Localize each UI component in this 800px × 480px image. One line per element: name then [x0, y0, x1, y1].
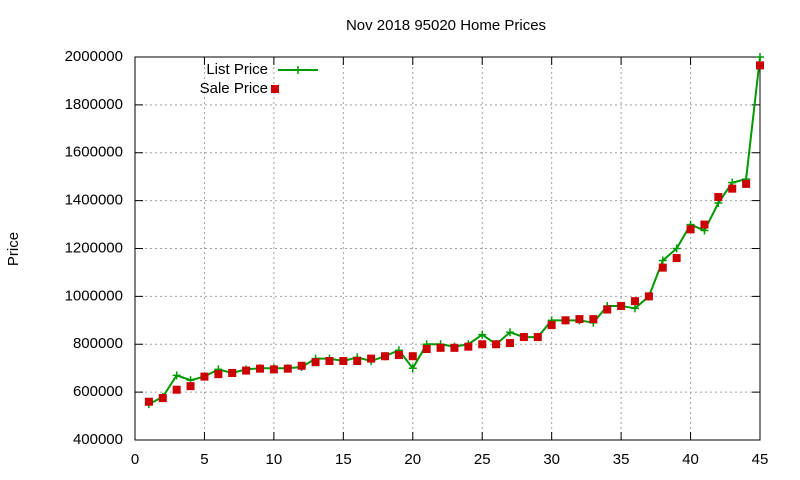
data-point [450, 343, 459, 352]
y-tick-label: 1400000 [65, 192, 123, 209]
data-point [311, 358, 320, 367]
data-point [658, 256, 667, 265]
data-point [242, 366, 251, 375]
x-tick-label: 25 [474, 451, 491, 468]
data-point [714, 193, 723, 202]
legend-label: List Price [206, 61, 268, 78]
data-point [436, 343, 445, 352]
x-tick-label: 35 [613, 451, 630, 468]
data-point [631, 304, 639, 313]
x-tick-label: 15 [335, 451, 352, 468]
data-point [228, 368, 237, 377]
data-point [408, 364, 417, 373]
x-tick-label: 0 [131, 451, 139, 468]
plot-border [134, 56, 761, 441]
data-point [200, 372, 209, 381]
y-tick-label: 600000 [73, 383, 123, 400]
data-point [742, 179, 751, 188]
legend-marker [271, 85, 279, 93]
data-point [756, 53, 764, 61]
data-point [325, 357, 334, 366]
data-point [297, 361, 306, 370]
data-point [367, 354, 376, 363]
data-point [158, 394, 167, 403]
x-tick-label: 10 [266, 451, 283, 468]
data-point [269, 365, 278, 374]
y-tick-label: 1200000 [65, 239, 123, 256]
x-tick-label: 40 [682, 451, 699, 468]
data-point [408, 352, 417, 361]
legend-label: Sale Price [200, 80, 268, 97]
data-point [492, 340, 501, 349]
x-tick-label: 20 [404, 451, 421, 468]
data-point [478, 340, 487, 349]
chart-title: Nov 2018 95020 Home Prices [346, 17, 546, 34]
data-point [506, 339, 514, 348]
data-point [464, 342, 473, 351]
data-point [339, 357, 348, 366]
data-point [172, 371, 181, 380]
x-tick-label: 30 [543, 451, 560, 468]
data-point [700, 220, 709, 229]
data-point [256, 364, 264, 373]
data-point [214, 370, 223, 379]
data-point [672, 244, 681, 253]
data-point [172, 385, 181, 394]
series-line [148, 56, 761, 405]
data-point [561, 316, 570, 325]
data-point [506, 328, 514, 337]
data-point [589, 315, 598, 324]
data-point [631, 297, 639, 306]
data-point [422, 345, 431, 354]
legend-marker [294, 66, 302, 74]
y-tick-label: 1000000 [65, 287, 123, 304]
data-point [144, 397, 153, 406]
data-point [547, 321, 556, 330]
y-axis-label: Price [5, 232, 22, 266]
y-tick-label: 400000 [73, 431, 123, 448]
data-point [728, 184, 737, 193]
data-point [756, 61, 764, 70]
data-point [478, 330, 487, 339]
data-point [394, 351, 403, 360]
data-point [644, 292, 653, 301]
x-tick-label: 45 [752, 451, 769, 468]
y-tick-label: 1800000 [65, 96, 123, 113]
data-point [575, 315, 584, 324]
data-point [658, 263, 667, 272]
y-tick-label: 2000000 [65, 48, 123, 65]
data-point [617, 301, 626, 310]
x-tick-label: 5 [200, 451, 208, 468]
data-point [353, 357, 362, 366]
data-point [519, 333, 528, 342]
data-point [686, 225, 695, 234]
data-point [603, 305, 612, 314]
data-point [533, 333, 542, 342]
y-tick-label: 800000 [73, 335, 123, 352]
data-point [186, 382, 195, 391]
y-tick-label: 1600000 [65, 144, 123, 161]
data-point [672, 254, 681, 263]
data-point [283, 364, 292, 373]
data-point [381, 352, 389, 361]
